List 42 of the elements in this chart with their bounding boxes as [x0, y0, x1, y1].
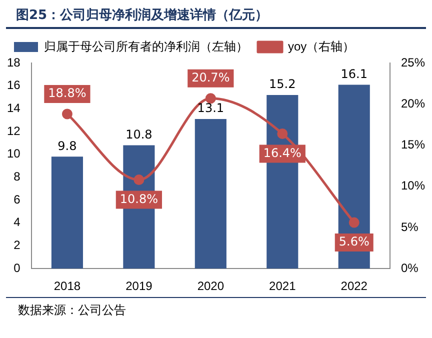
y-tick-label: 12 — [6, 124, 21, 138]
data-label: 16.1 — [340, 66, 368, 81]
point — [62, 108, 72, 120]
y-tick-label: 6 — [14, 192, 21, 206]
y-tick-label: 0 — [14, 260, 21, 275]
point — [205, 93, 216, 104]
point — [277, 128, 288, 139]
point — [348, 217, 360, 228]
y-tick-label: 10 — [6, 146, 21, 161]
y-tick-label: 18 — [6, 55, 21, 70]
x-tick-label: 2019 — [126, 279, 153, 294]
y2-tick-label: 25% — [400, 55, 426, 70]
data-label: 15.2 — [269, 77, 296, 92]
y2-tick-label: 5% — [400, 220, 419, 234]
y2-tick-label: 0% — [400, 260, 419, 275]
data-label: 9.8 — [58, 138, 77, 153]
chart-title: 图25：公司归母净利润及增速详情（亿元） — [6, 0, 426, 29]
data-label: 10.8 — [126, 127, 152, 142]
y-tick-label: 16 — [6, 78, 21, 92]
x-tick-label: 2021 — [269, 279, 296, 294]
point — [134, 174, 144, 186]
y2-tick-label: 15% — [400, 138, 426, 152]
legend-label: 归属于母公司所有者的净利润（左轴） — [44, 39, 248, 54]
y-tick-label: 8 — [14, 170, 21, 184]
data-label: 20.7% — [192, 70, 230, 84]
x-tick-label: 2020 — [197, 279, 224, 294]
y-tick-label: 14 — [6, 101, 21, 115]
data-label: 18.8% — [48, 86, 86, 100]
data-label: 16.4% — [263, 146, 302, 160]
y-tick-label: 4 — [14, 215, 21, 230]
bar — [51, 156, 83, 269]
x-tick-label: 2018 — [54, 279, 81, 294]
y-tick-label: 2 — [14, 238, 21, 252]
data-label: 10.8% — [120, 192, 158, 206]
data-label: 5.6% — [338, 234, 370, 249]
source-note: 数据来源：公司公告 — [6, 297, 426, 323]
bar — [194, 118, 226, 269]
y2-tick-label: 20% — [400, 96, 426, 110]
legend-label: yoy（右轴） — [288, 39, 355, 54]
x-tick-label: 2022 — [340, 279, 368, 294]
y2-tick-label: 10% — [400, 178, 426, 193]
data-label: 13.1 — [197, 101, 224, 116]
